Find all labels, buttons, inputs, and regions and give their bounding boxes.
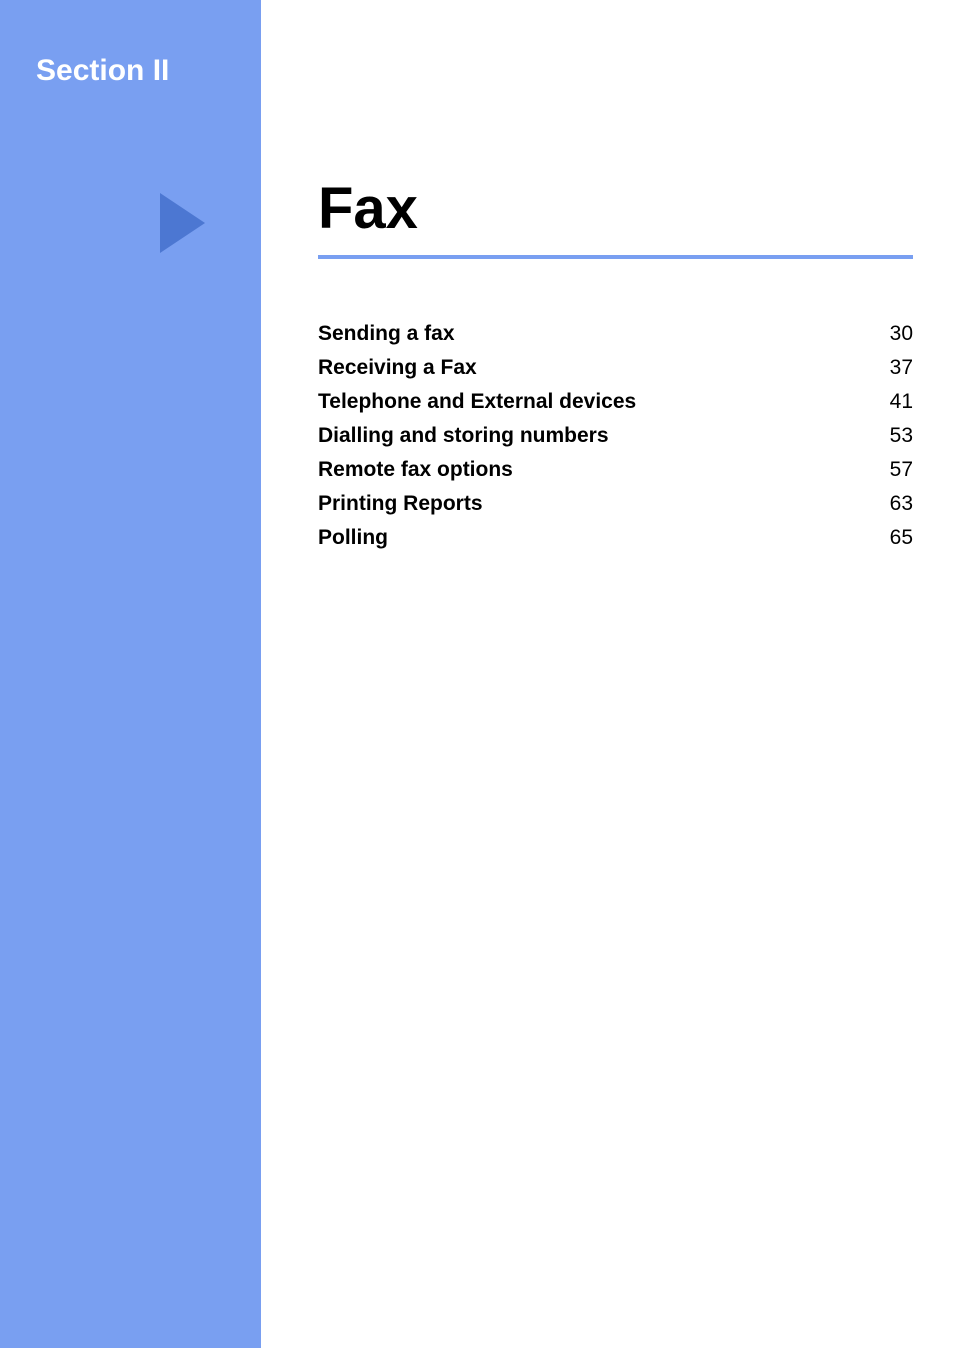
triangle-icon [160,193,205,253]
toc-row[interactable]: Receiving a Fax 37 [318,356,913,380]
toc-page: 57 [873,458,913,482]
toc-title: Dialling and storing numbers [318,424,609,448]
toc-page: 65 [873,526,913,550]
table-of-contents: Sending a fax 30 Receiving a Fax 37 Tele… [318,322,913,560]
title-underline [318,255,913,259]
toc-title: Remote fax options [318,458,513,482]
sidebar [0,0,261,1348]
toc-page: 53 [873,424,913,448]
toc-title: Receiving a Fax [318,356,477,380]
toc-row[interactable]: Sending a fax 30 [318,322,913,346]
toc-page: 30 [873,322,913,346]
toc-title: Sending a fax [318,322,455,346]
toc-row[interactable]: Dialling and storing numbers 53 [318,424,913,448]
section-label: Section II [36,54,169,88]
toc-page: 63 [873,492,913,516]
toc-row[interactable]: Printing Reports 63 [318,492,913,516]
page-title: Fax [318,175,418,242]
toc-row[interactable]: Remote fax options 57 [318,458,913,482]
toc-title: Polling [318,526,388,550]
toc-page: 41 [873,390,913,414]
toc-row[interactable]: Polling 65 [318,526,913,550]
toc-page: 37 [873,356,913,380]
toc-title: Printing Reports [318,492,483,516]
toc-title: Telephone and External devices [318,390,636,414]
toc-row[interactable]: Telephone and External devices 41 [318,390,913,414]
